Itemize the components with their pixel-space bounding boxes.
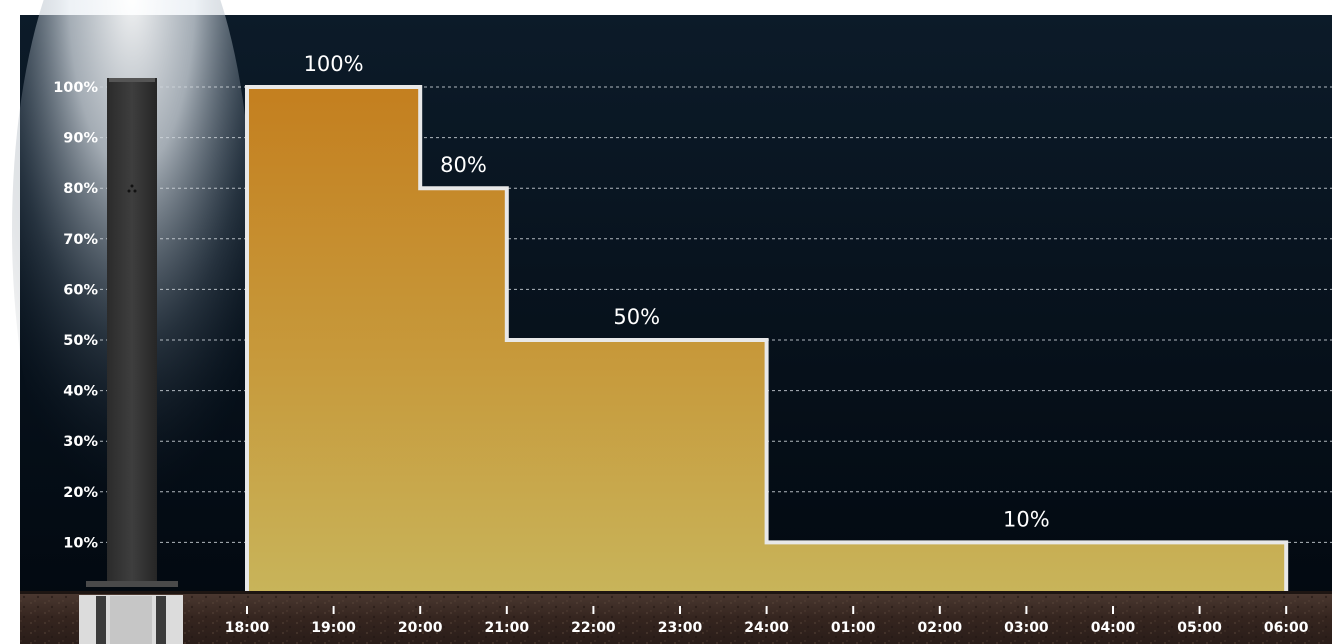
lamp-pole-body — [107, 78, 157, 583]
lamp-foundation-core — [110, 596, 152, 644]
x-tick-label: 06:00 — [1264, 620, 1309, 636]
x-tick-label: 20:00 — [398, 620, 443, 636]
ground-edge — [20, 591, 1332, 594]
y-tick-label: 40% — [63, 384, 98, 400]
x-tick-label: 02:00 — [918, 620, 963, 636]
x-tick-label: 05:00 — [1177, 620, 1222, 636]
x-tick-label: 24:00 — [744, 620, 789, 636]
lamp-pole-sensor-dot — [127, 189, 131, 193]
y-tick-label: 10% — [63, 535, 98, 551]
step-value-label: 100% — [304, 52, 364, 76]
step-value-label: 10% — [1003, 507, 1050, 531]
lamp-foundation-bolt — [96, 596, 106, 644]
x-tick-label: 22:00 — [571, 620, 616, 636]
step-value-label: 80% — [440, 153, 487, 177]
y-tick-label: 100% — [53, 80, 98, 96]
x-axis-tick-labels: 18:00 19:00 20:00 21:00 22:00 23:00 24:00 01:00… — [225, 620, 1309, 636]
y-tick-label: 80% — [63, 181, 98, 197]
y-tick-label: 20% — [63, 485, 98, 501]
y-tick-label: 50% — [63, 333, 98, 349]
y-tick-label: 60% — [63, 282, 98, 298]
lamp-pole-sensor-dot — [130, 184, 134, 188]
y-axis-tick-labels: 10% 20% 30% 40% 50% 60% 70% 80% 90% 100% — [53, 80, 98, 551]
y-tick-label: 30% — [63, 434, 98, 450]
lamp-pole — [86, 78, 178, 587]
lamp-pole-base-plate — [86, 581, 178, 587]
x-tick-label: 03:00 — [1004, 620, 1049, 636]
x-tick-label: 23:00 — [658, 620, 703, 636]
step-value-label: 50% — [613, 305, 660, 329]
x-tick-label: 04:00 — [1091, 620, 1136, 636]
x-axis-ticks — [246, 606, 1288, 614]
step-area-outline — [245, 85, 1289, 593]
y-tick-label: 70% — [63, 232, 98, 248]
lamp-foundation-bolt — [156, 596, 166, 644]
x-tick-label: 19:00 — [311, 620, 356, 636]
x-tick-label: 01:00 — [831, 620, 876, 636]
ground-texture — [20, 593, 1332, 644]
lamp-pole-sensor-dot — [133, 189, 137, 193]
y-tick-label: 90% — [63, 131, 98, 147]
step-value-labels: 100% 80% 50% 10% — [304, 52, 1050, 531]
ground-strip — [20, 591, 1332, 644]
x-tick-label: 21:00 — [485, 620, 530, 636]
x-tick-label: 18:00 — [225, 620, 270, 636]
lamp-pole-cap — [109, 78, 155, 82]
